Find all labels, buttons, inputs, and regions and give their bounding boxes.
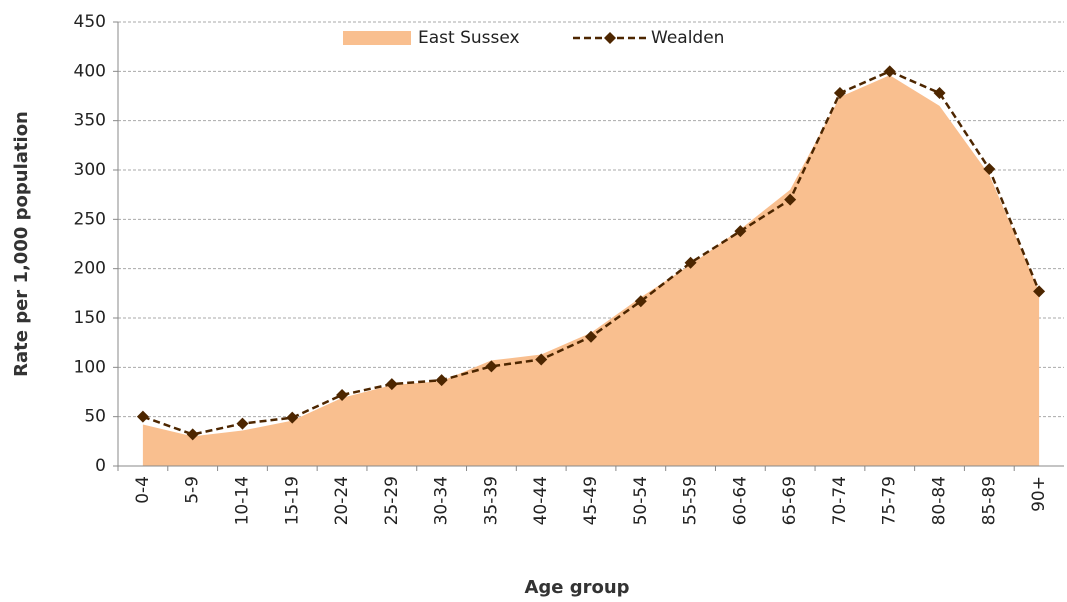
y-tick-label: 0 bbox=[95, 456, 106, 476]
marker bbox=[485, 360, 498, 373]
marker bbox=[784, 193, 797, 206]
marker bbox=[336, 388, 349, 401]
marker bbox=[933, 87, 946, 100]
legend-label: Wealden bbox=[651, 28, 724, 48]
x-tick-label: 70-74 bbox=[830, 476, 850, 525]
y-tick-label: 100 bbox=[74, 357, 106, 377]
x-tick-label: 40-44 bbox=[531, 476, 551, 525]
x-axis-title: Age group bbox=[524, 577, 629, 598]
legend-label: East Sussex bbox=[418, 28, 520, 48]
marker bbox=[634, 295, 647, 308]
x-tick-label: 10-14 bbox=[232, 476, 252, 525]
marker bbox=[385, 378, 398, 391]
y-tick-label: 300 bbox=[74, 160, 106, 180]
x-tick-label: 90+ bbox=[1029, 476, 1049, 512]
x-tick-label: 85-89 bbox=[979, 476, 999, 525]
marker bbox=[833, 87, 846, 100]
x-tick-label: 55-59 bbox=[681, 476, 701, 525]
marker bbox=[435, 374, 448, 387]
marker bbox=[684, 256, 697, 269]
x-tick-label: 35-39 bbox=[481, 476, 501, 525]
x-tick-label: 65-69 bbox=[780, 476, 800, 525]
x-tick-label: 20-24 bbox=[332, 476, 352, 525]
x-tick-label: 30-34 bbox=[432, 476, 452, 525]
marker bbox=[535, 353, 548, 366]
y-tick-label: 150 bbox=[74, 308, 106, 328]
legend-swatch bbox=[343, 31, 411, 45]
y-axis-title: Rate per 1,000 population bbox=[11, 111, 32, 377]
x-tick-label: 0-4 bbox=[133, 476, 153, 504]
x-tick-label: 80-84 bbox=[930, 476, 950, 525]
marker bbox=[983, 163, 996, 176]
marker bbox=[236, 417, 249, 430]
marker bbox=[1033, 285, 1046, 298]
marker bbox=[883, 65, 896, 78]
x-tick-label: 50-54 bbox=[631, 476, 651, 525]
y-tick-label: 50 bbox=[84, 407, 106, 427]
y-tick-label: 450 bbox=[74, 12, 106, 32]
marker bbox=[585, 330, 597, 343]
y-tick-label: 350 bbox=[74, 111, 106, 131]
legend-marker bbox=[604, 32, 616, 44]
x-tick-label: 5-9 bbox=[183, 476, 203, 504]
x-tick-label: 25-29 bbox=[382, 476, 402, 525]
marker bbox=[186, 428, 199, 441]
y-tick-label: 250 bbox=[74, 209, 106, 229]
x-tick-label: 60-64 bbox=[730, 476, 750, 525]
marker bbox=[286, 411, 299, 424]
marker bbox=[136, 410, 149, 423]
x-tick-label: 75-79 bbox=[880, 476, 900, 525]
y-tick-label: 200 bbox=[74, 259, 106, 279]
area bbox=[142, 75, 1040, 466]
y-tick-label: 400 bbox=[74, 61, 106, 81]
marker bbox=[734, 225, 747, 238]
x-tick-label: 15-19 bbox=[282, 476, 302, 525]
x-tick-label: 45-49 bbox=[581, 476, 601, 525]
